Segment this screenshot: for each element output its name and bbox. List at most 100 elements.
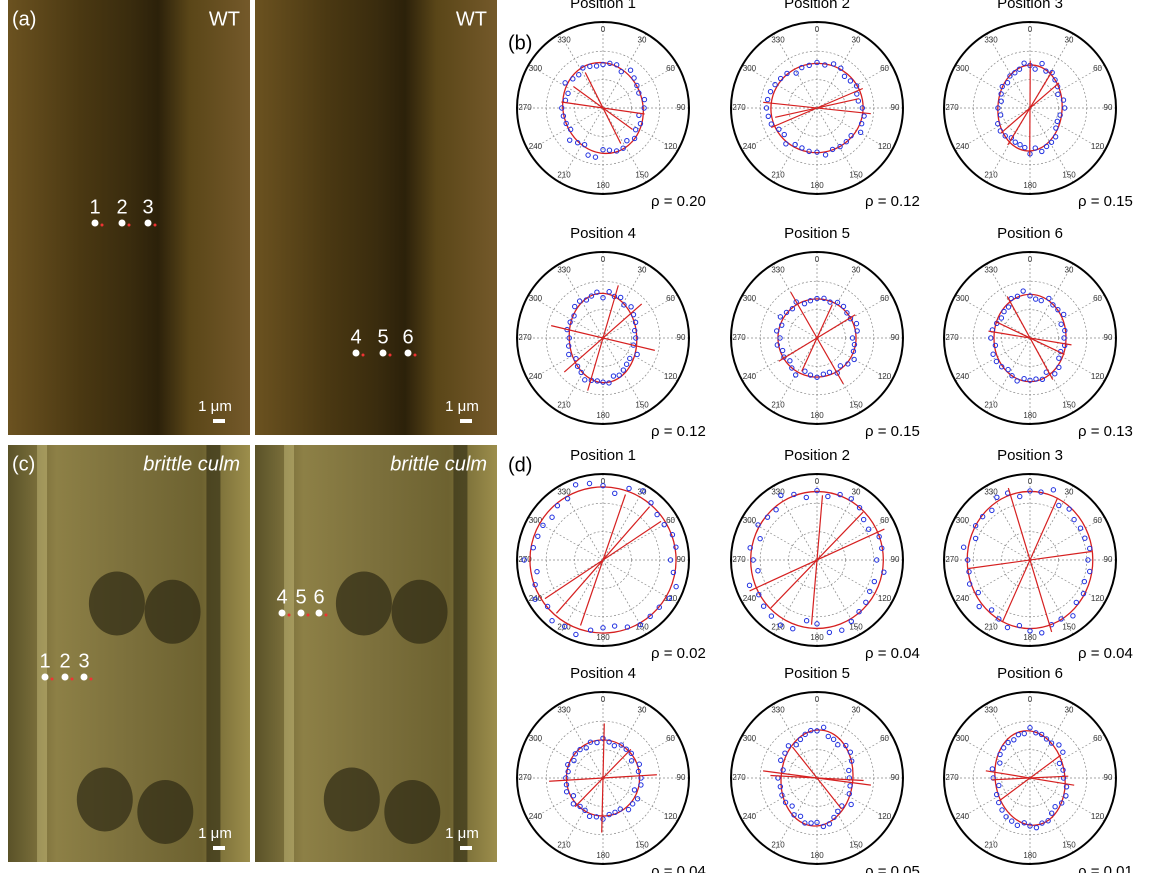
measurement (1012, 738, 1016, 742)
measurement (625, 139, 629, 143)
micrograph (8, 0, 250, 435)
angle-label: 300 (529, 64, 543, 73)
angle-label: 0 (601, 695, 606, 704)
angle-label: 330 (771, 36, 785, 45)
measurement (1053, 135, 1057, 139)
angle-label: 120 (1091, 372, 1105, 381)
angle-label: 330 (984, 266, 998, 275)
measurement (573, 304, 577, 308)
angle-label: 300 (529, 294, 543, 303)
measurement (827, 370, 831, 374)
measurement (1057, 503, 1061, 507)
plot-title: Position 6 (997, 225, 1063, 242)
angle-label: 150 (635, 171, 649, 180)
point-label: 1 (39, 650, 50, 672)
angle-label: 60 (1093, 294, 1102, 303)
measurement (1001, 746, 1005, 750)
measurement (633, 128, 637, 132)
measurement (761, 604, 765, 608)
angle-label: 240 (956, 372, 970, 381)
angle-label: 0 (1028, 255, 1033, 264)
measurement (1006, 305, 1010, 309)
cell-wall (453, 445, 467, 862)
measurement (1005, 81, 1009, 85)
measurement (868, 589, 872, 593)
measurement (1056, 92, 1060, 96)
angle-label: 90 (677, 333, 686, 342)
measurement (998, 113, 1002, 117)
measurement (803, 369, 807, 373)
point-label: 4 (276, 586, 287, 608)
spoke (817, 34, 860, 108)
point-marker (119, 220, 126, 227)
angle-label: 30 (852, 488, 861, 497)
angle-label: 150 (635, 841, 649, 850)
rho-label: ρ = 0.13 (1078, 423, 1133, 440)
angle-label: 0 (815, 255, 820, 264)
angle-label: 180 (1023, 181, 1037, 190)
angle-label: 270 (732, 555, 746, 564)
measurement (784, 142, 788, 146)
measurement (848, 79, 852, 83)
angle-label: 210 (771, 401, 785, 410)
measurement (1074, 600, 1078, 604)
measurement (769, 122, 773, 126)
image-tag: brittle culm (390, 453, 487, 475)
angle-label: 90 (891, 103, 900, 112)
angle-label: 30 (638, 36, 647, 45)
angle-label: 240 (529, 142, 543, 151)
measurement (1053, 805, 1057, 809)
panel-label: (d) (508, 454, 532, 476)
angle-label: 60 (880, 516, 889, 525)
angle-label: 300 (743, 294, 757, 303)
angle-label: 120 (664, 812, 678, 821)
measurement (1015, 823, 1019, 827)
measurement (766, 114, 770, 118)
scale-bar (460, 846, 472, 850)
measurement (619, 69, 623, 73)
measurement (607, 148, 611, 152)
measurement (827, 630, 831, 634)
measurement (976, 590, 980, 594)
measurement (849, 802, 853, 806)
point-marker (307, 614, 310, 617)
point-marker (101, 224, 104, 227)
measurement (747, 583, 751, 587)
angle-label: 120 (878, 594, 892, 603)
measurement (1057, 761, 1061, 765)
angle-label: 180 (810, 411, 824, 420)
point-marker (81, 674, 88, 681)
measurement (800, 146, 804, 150)
measurement (1021, 289, 1025, 293)
angle-label: 300 (529, 516, 543, 525)
measurement (618, 807, 622, 811)
point-label: 3 (142, 196, 153, 218)
measurement (1049, 140, 1053, 144)
measurement (847, 768, 851, 772)
angle-label: 120 (1091, 142, 1105, 151)
angle-label: 120 (878, 372, 892, 381)
measurement (1072, 517, 1076, 521)
angle-label: 30 (852, 266, 861, 275)
point-marker (128, 224, 131, 227)
scale-label: 1 μm (198, 398, 232, 415)
measurement (1088, 546, 1092, 550)
measurement (1053, 372, 1057, 376)
plot-title: Position 5 (784, 665, 850, 682)
measurement (566, 91, 570, 95)
angle-label: 330 (557, 706, 571, 715)
cell-blob (392, 580, 448, 644)
measurement (1016, 732, 1020, 736)
measurement (1033, 297, 1037, 301)
point-marker (90, 678, 93, 681)
measurement (1055, 119, 1059, 123)
angle-label: 30 (1065, 36, 1074, 45)
angle-label: 240 (956, 594, 970, 603)
angle-label: 180 (1023, 411, 1037, 420)
measurement (628, 68, 632, 72)
measurement (577, 73, 581, 77)
point-label: 5 (295, 586, 306, 608)
measurement (852, 357, 856, 361)
rho-label: ρ = 0.05 (865, 863, 920, 873)
measurement (1022, 731, 1026, 735)
